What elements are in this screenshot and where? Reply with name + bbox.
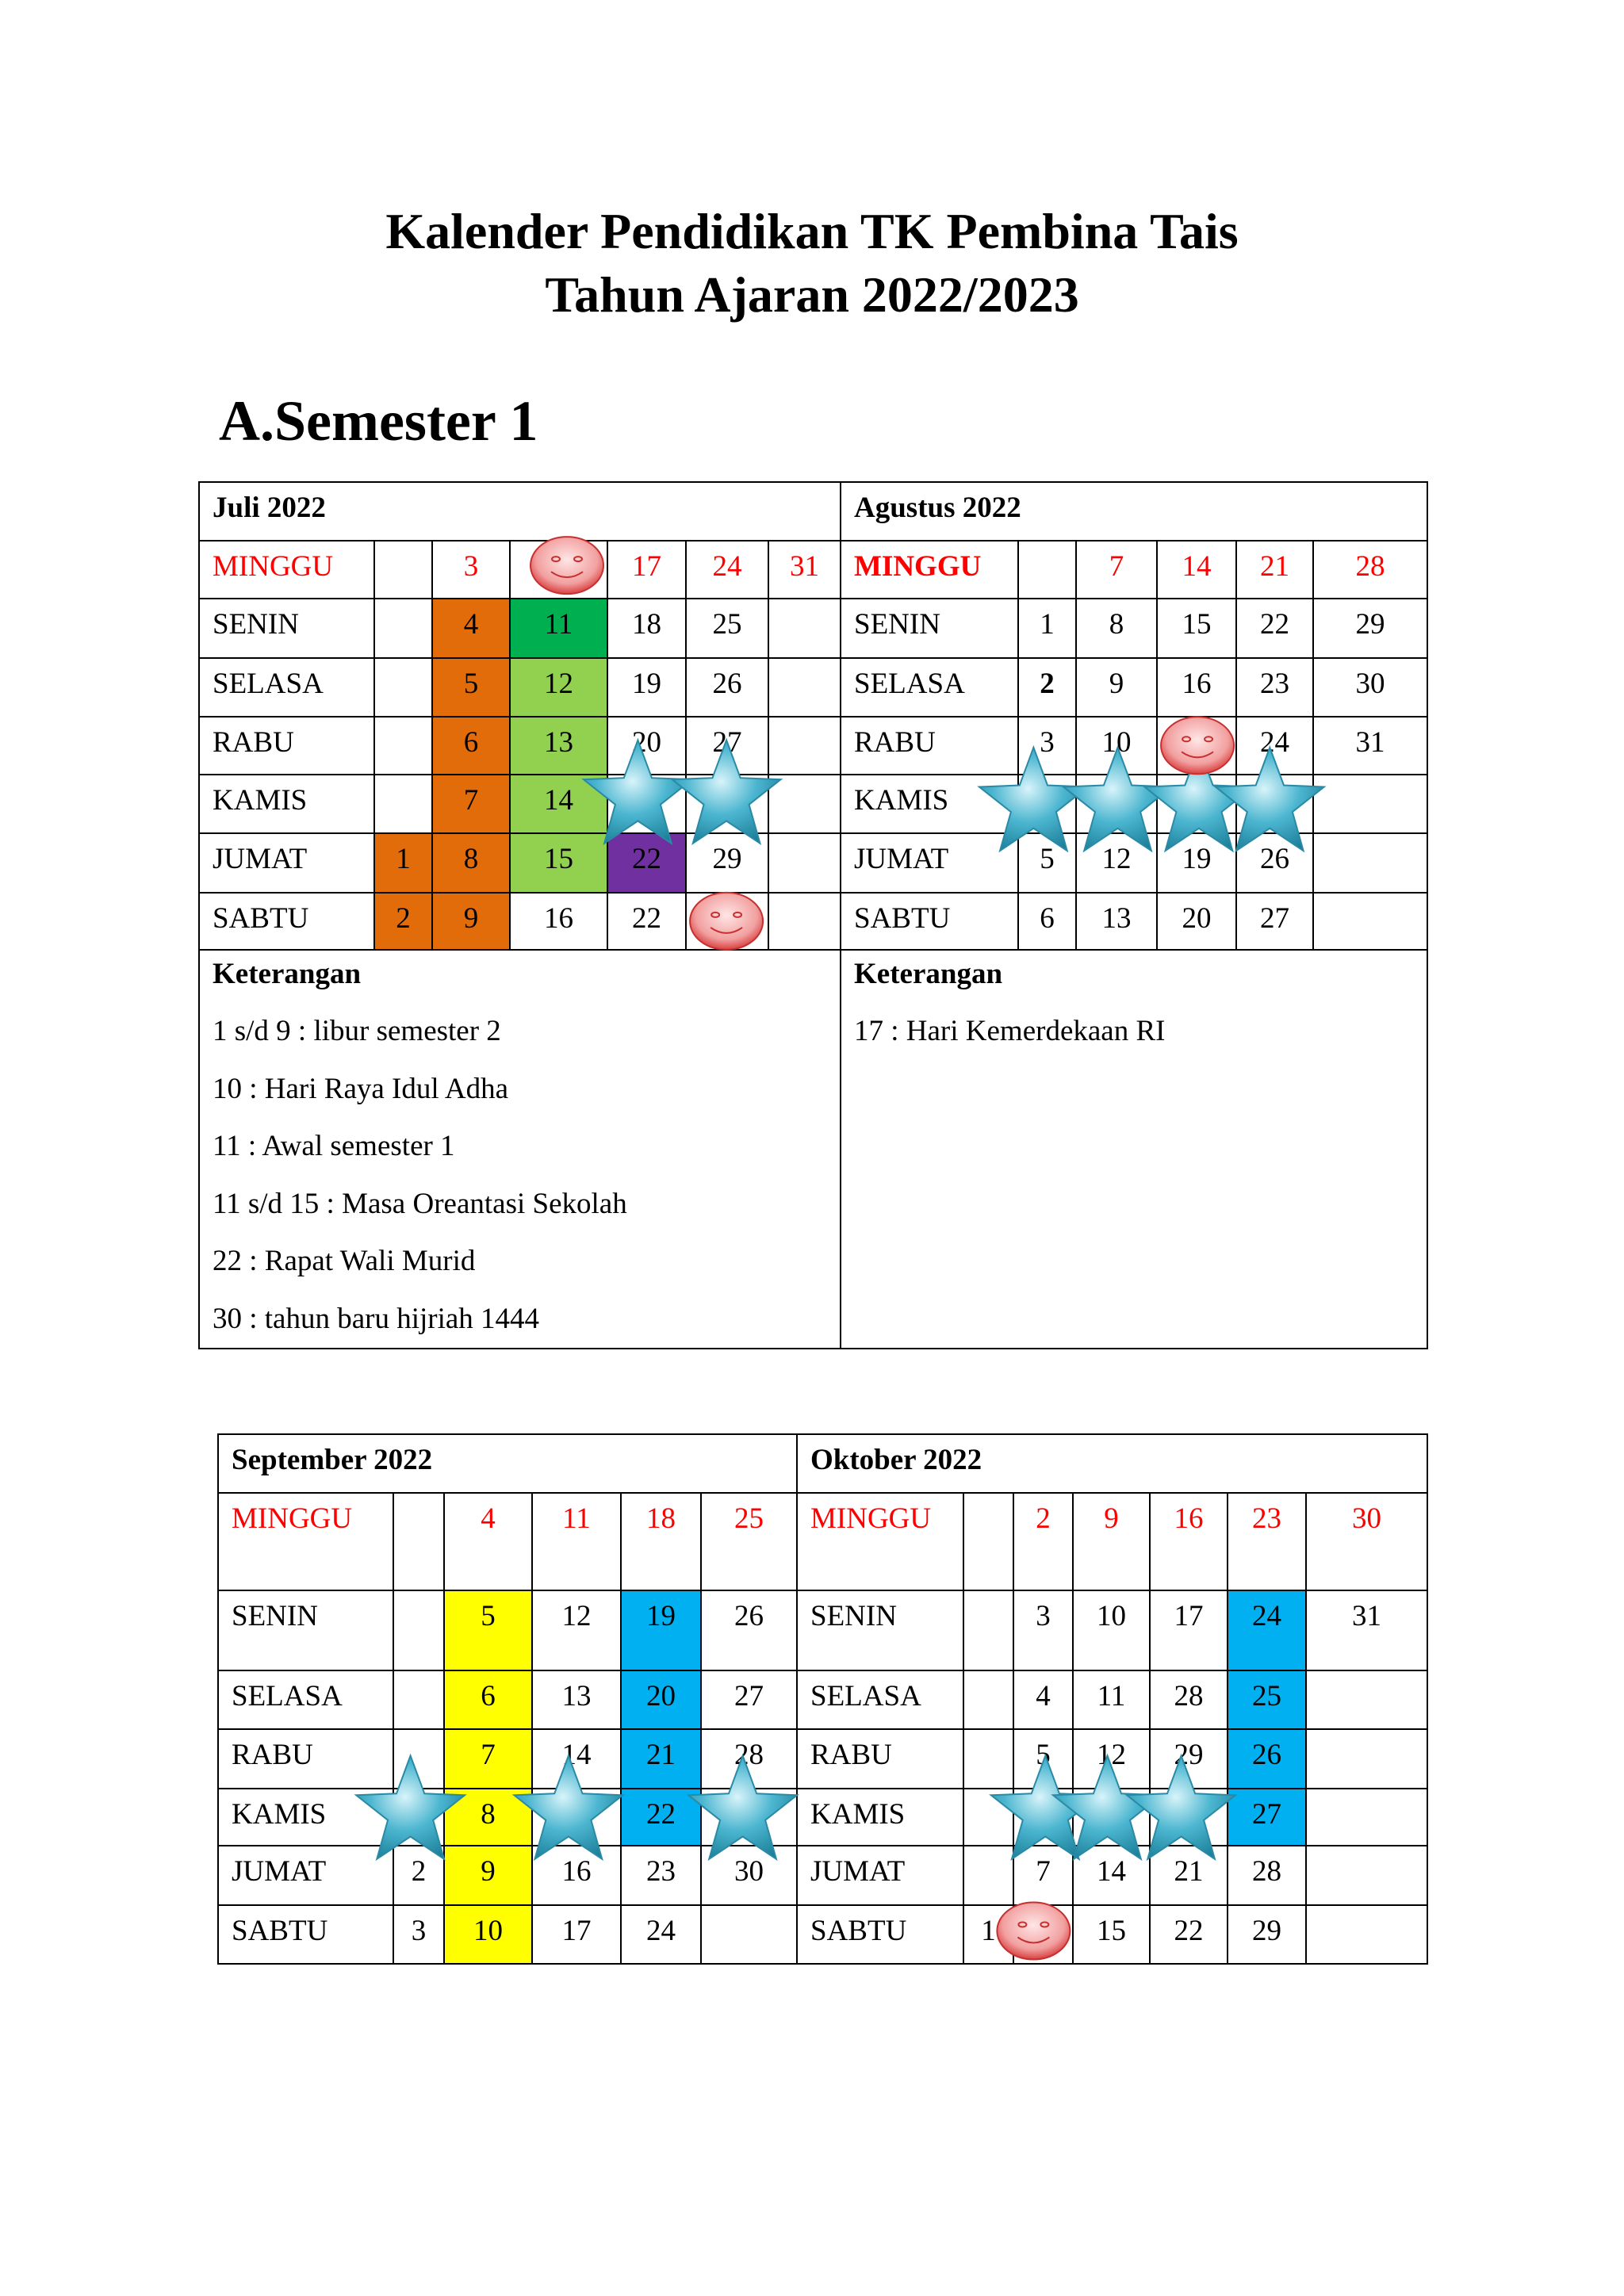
smiley	[996, 1901, 1071, 1961]
smiley-eye	[551, 556, 561, 563]
day-cell: 25	[1227, 1670, 1307, 1730]
smiley-eye	[1017, 1921, 1028, 1928]
month-header: Agustus 2022	[840, 481, 1428, 541]
day-cell: 22	[607, 832, 687, 894]
smiley-eye	[710, 911, 721, 918]
note-line: 10 : Hari Raya Idul Adha	[213, 1072, 508, 1105]
smiley-eye	[733, 911, 743, 918]
smiley-eye	[1204, 736, 1214, 743]
section-heading: A.Semester 1	[219, 389, 538, 453]
smiley	[530, 536, 605, 595]
day-cell: 10	[443, 1904, 533, 1965]
notes-box	[840, 949, 1428, 1349]
day-label: SABTU	[217, 1904, 394, 1965]
day-cell	[1305, 1904, 1428, 1965]
day-cell: 24	[1227, 1590, 1307, 1671]
star	[686, 1753, 799, 1862]
star	[354, 1753, 467, 1862]
star	[511, 1753, 626, 1862]
day-cell: 30	[1312, 657, 1428, 718]
note-line: 22 : Rapat Wali Murid	[213, 1245, 476, 1277]
day-cell: 9	[443, 1845, 533, 1906]
smiley-mouth	[550, 571, 584, 579]
star	[1213, 744, 1327, 853]
note-line: 11 s/d 15 : Masa Oreantasi Sekolah	[213, 1187, 627, 1220]
note-line: 30 : tahun baru hijriah 1444	[213, 1302, 540, 1335]
star	[977, 744, 1090, 853]
day-cell: 10	[1072, 1590, 1151, 1671]
day-cell: 26	[685, 657, 769, 718]
day-cell: 12	[509, 657, 608, 718]
smiley-mouth	[710, 927, 743, 934]
day-label: RABU	[840, 716, 1019, 775]
day-label: SABTU	[796, 1904, 964, 1965]
day-cell: 27	[1227, 1788, 1307, 1846]
star	[669, 737, 783, 846]
day-cell: 5	[443, 1590, 533, 1671]
note-line: 1 s/d 9 : libur semester 2	[213, 1015, 501, 1047]
notes-title: Keterangan	[854, 958, 1003, 990]
day-cell: 6	[431, 716, 511, 775]
day-cell: 11	[509, 598, 608, 659]
smiley-eye	[1182, 736, 1192, 743]
smiley	[689, 891, 764, 951]
day-cell: 31	[1312, 716, 1428, 775]
smiley	[1160, 716, 1235, 775]
day-cell: 19	[620, 1590, 702, 1671]
note-line: 11 : Awal semester 1	[213, 1130, 455, 1162]
star	[1061, 744, 1174, 853]
smiley-eye	[573, 556, 584, 563]
day-cell: 15	[509, 832, 608, 894]
star	[1124, 1753, 1238, 1862]
day-label: SELASA	[796, 1670, 964, 1730]
day-cell: 15	[1072, 1904, 1151, 1965]
smiley-mouth	[1181, 751, 1214, 759]
day-cell: 26	[1227, 1728, 1307, 1789]
day-label: MINGGU	[840, 540, 1019, 599]
smiley-eye	[1040, 1921, 1050, 1928]
star	[581, 737, 695, 846]
notes-title: Keterangan	[213, 958, 362, 990]
smiley-mouth	[1017, 1936, 1050, 1944]
title-line: Tahun Ajaran 2022/2023	[545, 266, 1079, 323]
title-line: Kalender Pendidikan TK Pembina Tais	[385, 203, 1239, 259]
day-cell: 8	[431, 832, 511, 894]
note-line: 17 : Hari Kemerdekaan RI	[854, 1015, 1166, 1047]
